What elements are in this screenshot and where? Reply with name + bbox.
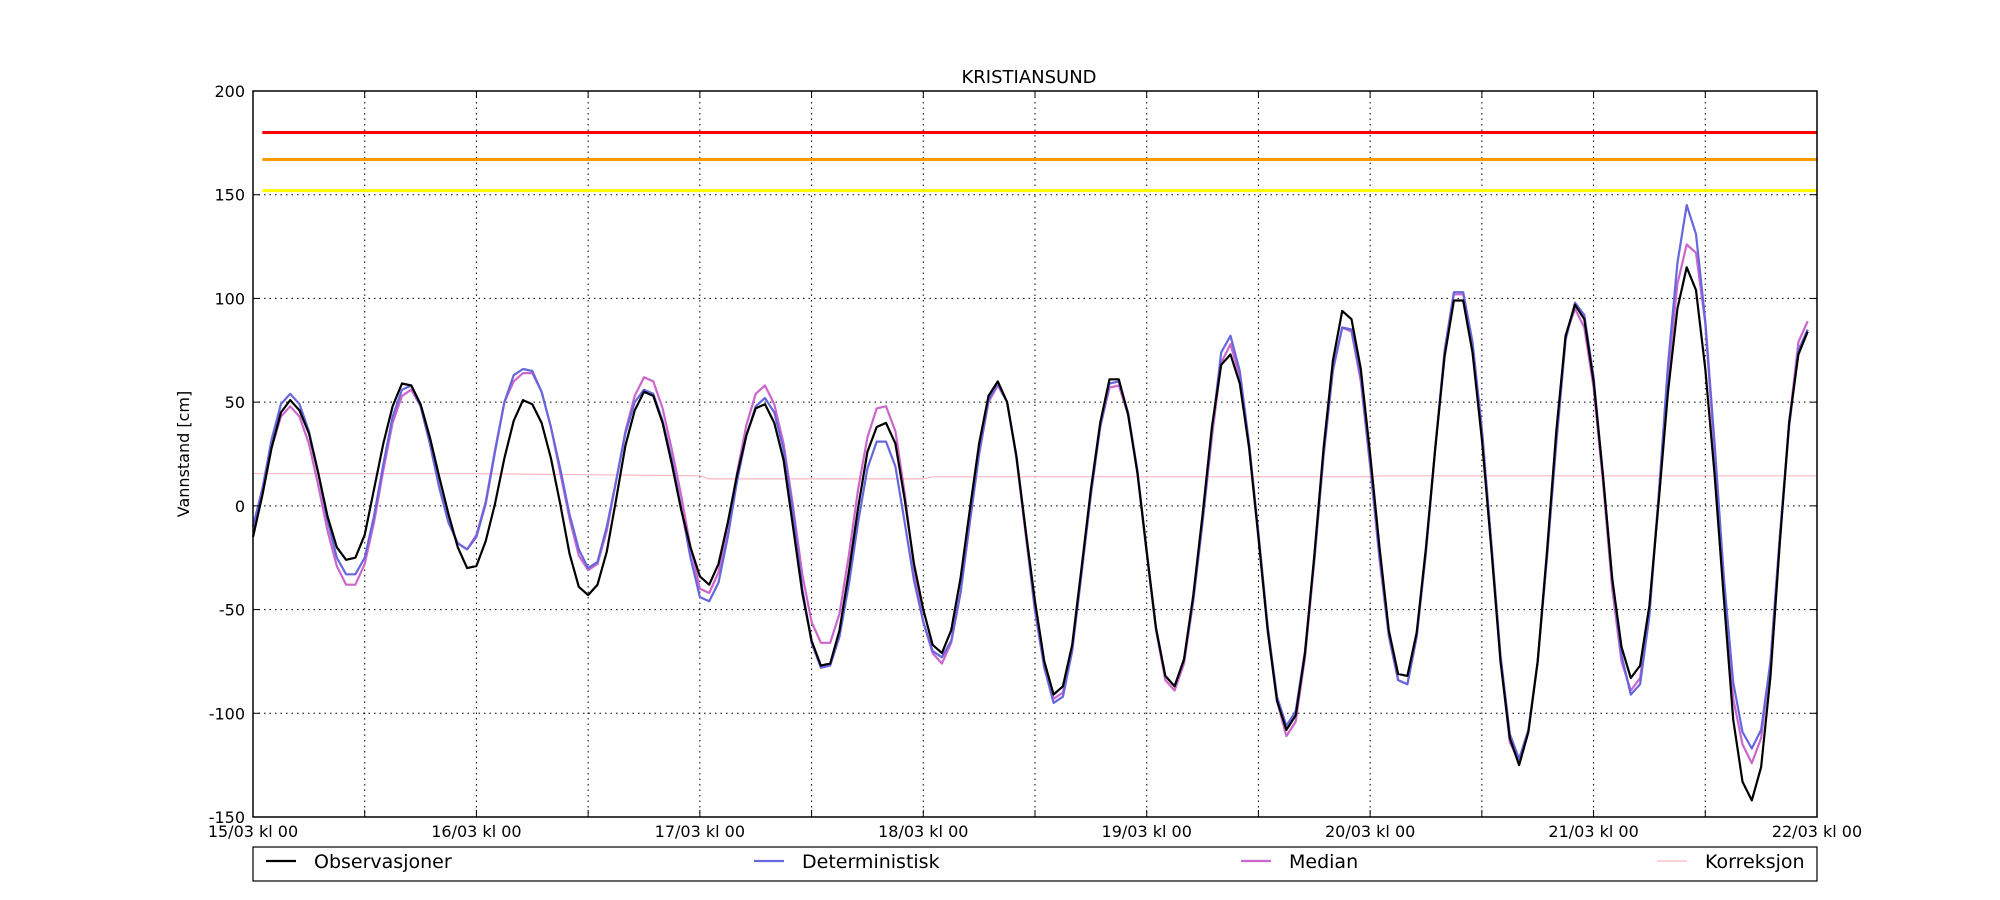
axis-ticks: -150 -100 -50 0 50 100 150 200 15/03 kl 00 16/03 …: [208, 82, 1862, 841]
threshold-lines: [262, 130, 1817, 193]
y-tick-label: 150: [214, 186, 245, 205]
series-lines: [251, 204, 1817, 802]
y-tick-label: -100: [209, 704, 245, 723]
x-tick-label: 15/03 kl 00: [208, 822, 298, 841]
y-tick-label: 200: [214, 82, 245, 101]
series-line-korreksjon: [253, 473, 1817, 480]
y-tick-label: -50: [219, 601, 245, 620]
y-tick-label: 50: [225, 393, 245, 412]
legend: Observasjoner Deterministisk Median Korreks…: [252, 846, 1818, 882]
series-line-observasjoner: [251, 266, 1809, 802]
legend-frame: [252, 846, 1818, 882]
y-tick-label: 0: [235, 497, 245, 516]
x-tick-label: 21/03 kl 00: [1548, 822, 1638, 841]
legend-label: Median: [1289, 851, 1358, 873]
x-tick-label: 20/03 kl 00: [1325, 822, 1415, 841]
x-tick-label: 18/03 kl 00: [878, 822, 968, 841]
x-tick-label: 17/03 kl 00: [655, 822, 745, 841]
y-tick-label: -150: [209, 808, 245, 827]
series-line-deterministisk: [251, 204, 1809, 761]
x-tick-label: 22/03 kl 00: [1772, 822, 1862, 841]
x-tick-label: 19/03 kl 00: [1102, 822, 1192, 841]
y-tick-label: 100: [214, 289, 245, 308]
grid: [253, 91, 1817, 817]
x-tick-label: 16/03 kl 00: [431, 822, 521, 841]
y-axis-label: Vannstand [cm]: [174, 391, 193, 517]
chart-title: KRISTIANSUND: [961, 67, 1096, 88]
legend-label: Korreksjon: [1705, 851, 1805, 873]
legend-label: Observasjoner: [314, 851, 452, 873]
legend-label: Deterministisk: [802, 851, 940, 873]
